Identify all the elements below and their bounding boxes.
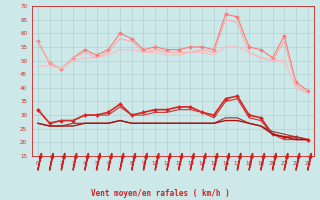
- Text: Vent moyen/en rafales ( km/h ): Vent moyen/en rafales ( km/h ): [91, 189, 229, 198]
